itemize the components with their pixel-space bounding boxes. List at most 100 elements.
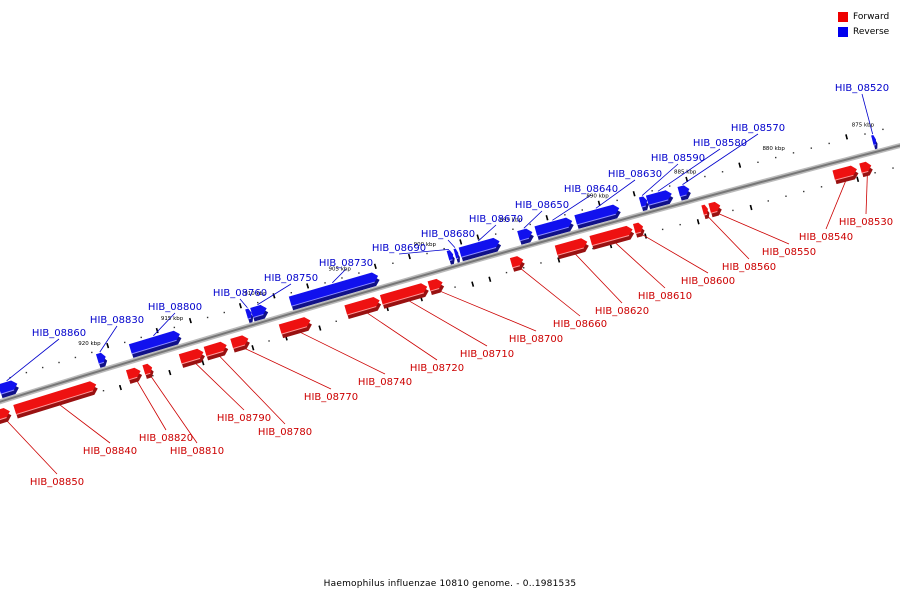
gene-hib_08860[interactable] [0, 380, 19, 399]
gene-arrow[interactable] [677, 185, 690, 197]
gene-hib_08640[interactable] [534, 217, 574, 240]
gene-arrow[interactable] [708, 201, 721, 214]
gene-hib_08570[interactable] [677, 185, 691, 201]
gene-arrow[interactable] [344, 296, 380, 315]
gene-arrow[interactable] [509, 256, 524, 268]
gene-hib_08800[interactable] [128, 330, 182, 358]
gene-arrow[interactable] [832, 165, 857, 181]
gene-label[interactable]: HIB_08640 [564, 184, 618, 195]
gene-label[interactable]: HIB_08860 [32, 328, 86, 339]
gene-hib_08540[interactable] [832, 165, 859, 185]
gene-arrow[interactable] [278, 317, 311, 335]
gene-label[interactable]: HIB_08810 [170, 446, 224, 457]
gene-hib_08770[interactable] [230, 335, 250, 353]
gene-label[interactable]: HIB_08590 [651, 153, 705, 164]
gene-arrow[interactable] [245, 308, 252, 320]
gene-hib_08680[interactable] [453, 248, 460, 263]
gene-hib_08580[interactable] [645, 190, 674, 210]
gene-hib_08610[interactable] [589, 225, 635, 250]
gene-label[interactable]: HIB_08820 [139, 433, 193, 444]
gene-hib_08740[interactable] [278, 317, 312, 339]
gene-hib_08840[interactable] [13, 381, 98, 419]
gene-hib_08780[interactable] [203, 341, 229, 361]
gene-label[interactable]: HIB_08660 [553, 319, 607, 330]
gene-hib_08730[interactable] [288, 272, 380, 311]
gene-hib_08760[interactable] [245, 308, 254, 324]
gene-label[interactable]: HIB_08670 [469, 214, 523, 225]
gene-hib_08530[interactable] [859, 161, 873, 178]
gene-arrow[interactable] [632, 222, 644, 234]
gene-label[interactable]: HIB_08830 [90, 315, 144, 326]
gene-arrow[interactable] [125, 367, 141, 380]
gene-arrow[interactable] [871, 134, 876, 146]
gene-arrow[interactable] [142, 363, 153, 375]
gene-hib_08550[interactable] [708, 201, 722, 218]
gene-label[interactable]: HIB_08600 [681, 276, 735, 287]
gene-hib_08690[interactable] [446, 250, 455, 265]
gene-label[interactable]: HIB_08530 [839, 217, 893, 228]
gene-hib_08850[interactable] [0, 407, 12, 425]
gene-arrow[interactable] [554, 238, 588, 256]
gene-arrow[interactable] [95, 352, 106, 364]
gene-hib_08700[interactable] [427, 278, 445, 296]
gene-label[interactable]: HIB_08630 [608, 169, 662, 180]
gene-label[interactable]: HIB_08850 [30, 477, 84, 488]
gene-arrow[interactable] [453, 248, 459, 259]
gene-label[interactable]: HIB_08710 [460, 349, 514, 360]
gene-arrow[interactable] [701, 204, 708, 216]
gene-hib_08830[interactable] [95, 352, 108, 368]
gene-arrow[interactable] [589, 225, 633, 246]
gene-hib_08650[interactable] [517, 228, 534, 245]
gene-arrow[interactable] [128, 330, 180, 354]
gene-arrow[interactable] [288, 272, 379, 307]
gene-label[interactable]: HIB_08620 [595, 306, 649, 317]
gene-arrow[interactable] [574, 204, 620, 225]
gene-label[interactable]: HIB_08680 [421, 229, 475, 240]
gene-label[interactable]: HIB_08740 [358, 377, 412, 388]
gene-hib_08790[interactable] [178, 348, 205, 368]
gene-label[interactable]: HIB_08580 [693, 138, 747, 149]
gene-arrow[interactable] [458, 237, 500, 258]
gene-arrow[interactable] [427, 278, 443, 292]
gene-label[interactable]: HIB_08720 [410, 363, 464, 374]
gene-arrow[interactable] [13, 381, 97, 415]
gene-arrow[interactable] [178, 348, 204, 364]
gene-hib_08520[interactable] [871, 134, 878, 150]
gene-arrow[interactable] [645, 190, 672, 206]
gene-label[interactable]: HIB_08790 [217, 413, 271, 424]
gene-arrow[interactable] [517, 228, 533, 241]
gene-arrow[interactable] [534, 217, 573, 236]
gene-label[interactable]: HIB_08520 [835, 83, 889, 94]
gene-hib_08560[interactable] [701, 204, 710, 220]
gene-arrow[interactable] [446, 250, 454, 261]
gene-arrow[interactable] [0, 407, 10, 420]
gene-label[interactable]: HIB_08550 [762, 247, 816, 258]
gene-hib_08660[interactable] [509, 256, 525, 272]
gene-label[interactable]: HIB_08610 [638, 291, 692, 302]
gene-label[interactable]: HIB_08730 [319, 258, 373, 269]
gene-arrow[interactable] [859, 161, 872, 174]
gene-arrow[interactable] [638, 196, 648, 208]
gene-hib_08810[interactable] [142, 363, 154, 379]
gene-hib_08720[interactable] [344, 296, 382, 319]
gene-arrow[interactable] [0, 380, 18, 395]
gene-hib_08600[interactable] [632, 222, 645, 238]
gene-arrow[interactable] [379, 283, 428, 305]
gene-hib_08630[interactable] [574, 204, 621, 229]
gene-hib_08620[interactable] [554, 238, 589, 260]
gene-label[interactable]: HIB_08770 [304, 392, 358, 403]
gene-label[interactable]: HIB_08560 [722, 262, 776, 273]
gene-arrow[interactable] [203, 341, 227, 357]
gene-label[interactable]: HIB_08800 [148, 302, 202, 313]
gene-hib_08670[interactable] [458, 237, 502, 262]
gene-label[interactable]: HIB_08540 [799, 232, 853, 243]
gene-label[interactable]: HIB_08780 [258, 427, 312, 438]
gene-hib_08820[interactable] [125, 367, 143, 384]
gene-hib_08590[interactable] [638, 196, 649, 212]
gene-label[interactable]: HIB_08570 [731, 123, 785, 134]
gene-label[interactable]: HIB_08650 [515, 200, 569, 211]
gene-hib_08750[interactable] [250, 304, 269, 322]
gene-label[interactable]: HIB_08750 [264, 273, 318, 284]
gene-label[interactable]: HIB_08700 [509, 334, 563, 345]
gene-label[interactable]: HIB_08840 [83, 446, 137, 457]
